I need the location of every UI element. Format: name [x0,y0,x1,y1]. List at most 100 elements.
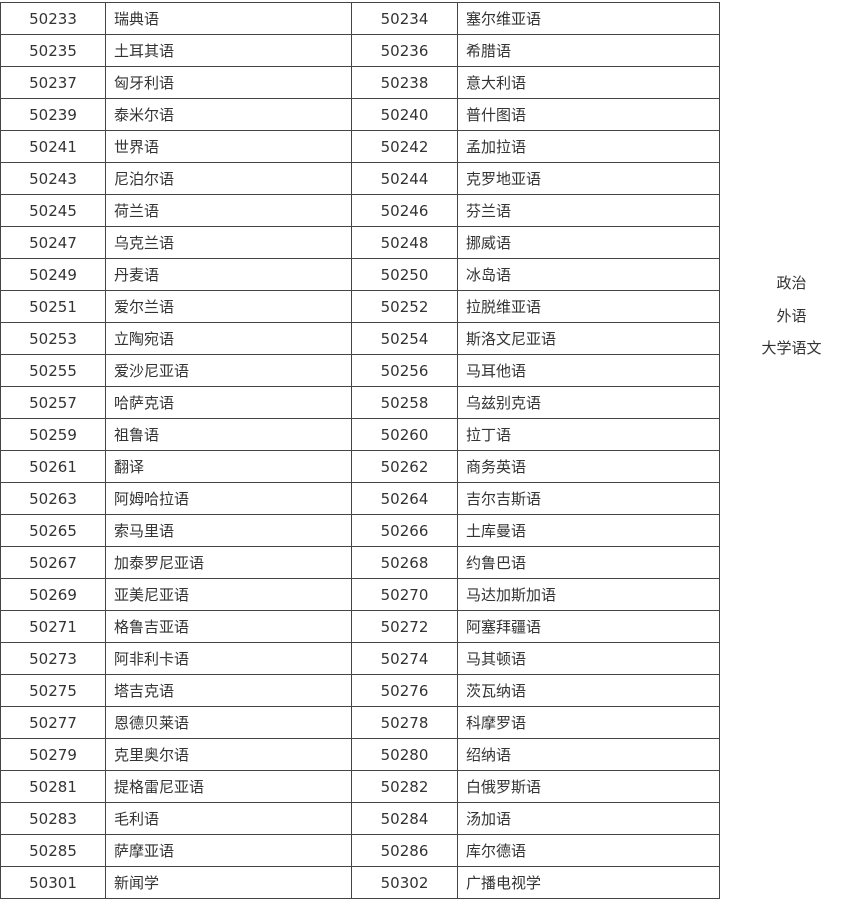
table-row: 50285 萨摩亚语 50286 库尔德语 [0,834,720,867]
table-row: 50247 乌克兰语 50248 挪威语 [0,226,720,259]
table: 50233 瑞典语 50234 塞尔维亚语 50235 土耳其语 50236 希腊语 50237… [0,2,720,899]
code-cell: 50238 [351,66,458,99]
name-cell: 斯洛文尼亚语 [457,322,720,355]
name-cell: 乌克兰语 [105,226,352,259]
code-cell: 50237 [0,66,106,99]
code-cell: 50266 [351,514,458,547]
subject: 大学语文 [761,339,822,357]
code-cell: 50279 [0,738,106,771]
table-row: 50239 泰米尔语 50240 普什图语 [0,98,720,131]
table-row: 50265 索马里语 50266 土库曼语 [0,514,720,547]
table-row: 50267 加泰罗尼亚语 50268 约鲁巴语 [0,546,720,579]
name-cell: 阿姆哈拉语 [105,482,352,515]
code-cell: 50260 [351,418,458,451]
name-cell: 商务英语 [457,450,720,483]
name-cell: 匈牙利语 [105,66,352,99]
code-cell: 50253 [0,322,106,355]
code-cell: 50272 [351,610,458,643]
name-cell: 格鲁吉亚语 [105,610,352,643]
name-cell: 尼泊尔语 [105,162,352,195]
name-cell: 泰米尔语 [105,98,352,131]
code-cell: 50285 [0,834,106,867]
code-cell: 50236 [351,34,458,67]
name-cell: 祖鲁语 [105,418,352,451]
table-row: 50283 毛利语 50284 汤加语 [0,802,720,835]
table-row: 50263 阿姆哈拉语 50264 吉尔吉斯语 [0,482,720,515]
code-cell: 50280 [351,738,458,771]
name-cell: 吉尔吉斯语 [457,482,720,515]
name-cell: 亚美尼亚语 [105,578,352,611]
code-cell: 50301 [0,866,106,899]
name-cell: 马其顿语 [457,642,720,675]
name-cell: 提格雷尼亚语 [105,770,352,803]
name-cell: 索马里语 [105,514,352,547]
code-cell: 50269 [0,578,106,611]
code-cell: 50263 [0,482,106,515]
code-cell: 50262 [351,450,458,483]
code-cell: 50234 [351,2,458,35]
name-cell: 芬兰语 [457,194,720,227]
name-cell: 马耳他语 [457,354,720,387]
table-row: 50279 克里奥尔语 50280 绍纳语 [0,738,720,771]
name-cell: 荷兰语 [105,194,352,227]
code-cell: 50250 [351,258,458,291]
code-cell: 50270 [351,578,458,611]
name-cell: 白俄罗斯语 [457,770,720,803]
name-cell: 瑞典语 [105,2,352,35]
table-row: 50241 世界语 50242 孟加拉语 [0,130,720,163]
table-row: 50253 立陶宛语 50254 斯洛文尼亚语 [0,322,720,355]
code-cell: 50278 [351,706,458,739]
table-row: 50255 爱沙尼亚语 50256 马耳他语 [0,354,720,387]
name-cell: 冰岛语 [457,258,720,291]
name-cell: 意大利语 [457,66,720,99]
name-cell: 加泰罗尼亚语 [105,546,352,579]
code-cell: 50259 [0,418,106,451]
name-cell: 挪威语 [457,226,720,259]
code-cell: 50239 [0,98,106,131]
name-cell: 爱沙尼亚语 [105,354,352,387]
code-cell: 50249 [0,258,106,291]
subject-cell: 政治 外语 大学语文 [718,267,865,365]
name-cell: 茨瓦纳语 [457,674,720,707]
table-row: 50245 荷兰语 50246 芬兰语 [0,194,720,227]
code-cell: 50302 [351,866,458,899]
code-cell: 50265 [0,514,106,547]
name-cell: 汤加语 [457,802,720,835]
table-row: 50243 尼泊尔语 50244 克罗地亚语 [0,162,720,195]
table-row: 50251 爱尔兰语 50252 拉脱维亚语 [0,290,720,323]
name-cell: 哈萨克语 [105,386,352,419]
table-row: 50261 翻译 50262 商务英语 [0,450,720,483]
table-row: 50235 土耳其语 50236 希腊语 [0,34,720,67]
subject: 政治 [776,274,807,292]
code-cell: 50255 [0,354,106,387]
code-cell: 50281 [0,770,106,803]
name-cell: 马达加斯加语 [457,578,720,611]
name-cell: 乌兹别克语 [457,386,720,419]
table-row: 50271 格鲁吉亚语 50272 阿塞拜疆语 [0,610,720,643]
name-cell: 立陶宛语 [105,322,352,355]
table-row: 50259 祖鲁语 50260 拉丁语 [0,418,720,451]
name-cell: 塔吉克语 [105,674,352,707]
name-cell: 库尔德语 [457,834,720,867]
table-row: 50273 阿非利卡语 50274 马其顿语 [0,642,720,675]
code-cell: 50244 [351,162,458,195]
name-cell: 孟加拉语 [457,130,720,163]
name-cell: 新闻学 [105,866,352,899]
code-cell: 50274 [351,642,458,675]
code-cell: 50275 [0,674,106,707]
name-cell: 克里奥尔语 [105,738,352,771]
code-cell: 50245 [0,194,106,227]
name-cell: 绍纳语 [457,738,720,771]
name-cell: 拉脱维亚语 [457,290,720,323]
code-cell: 50267 [0,546,106,579]
name-cell: 翻译 [105,450,352,483]
name-cell: 广播电视学 [457,866,720,899]
code-cell: 50276 [351,674,458,707]
name-cell: 科摩罗语 [457,706,720,739]
subject: 外语 [776,306,807,325]
code-cell: 50271 [0,610,106,643]
code-cell: 50256 [351,354,458,387]
code-cell: 50242 [351,130,458,163]
code-cell: 50251 [0,290,106,323]
name-cell: 拉丁语 [457,418,720,451]
